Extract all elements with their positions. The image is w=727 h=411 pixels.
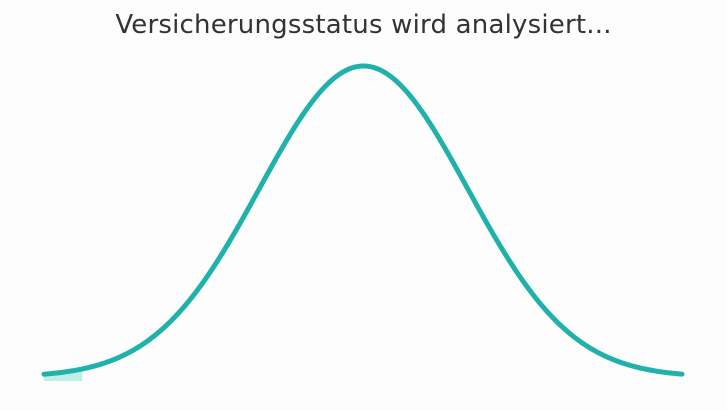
progress-fill: [44, 372, 83, 381]
bell-curve-line: [41, 63, 685, 377]
loading-status-title: Versicherungsstatus wird analysiert...: [115, 10, 612, 40]
